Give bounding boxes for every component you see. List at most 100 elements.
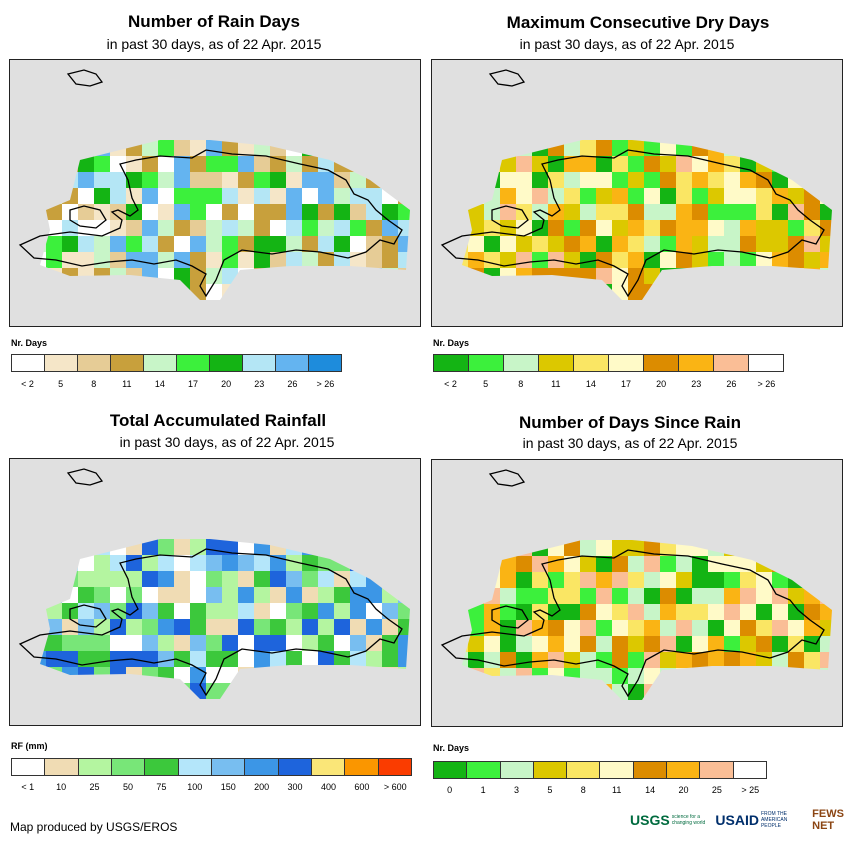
raster-cell xyxy=(78,284,94,300)
raster-cell xyxy=(398,284,410,300)
raster-cell xyxy=(484,188,500,204)
raster-cell xyxy=(382,683,398,699)
legend-swatch xyxy=(469,355,504,371)
raster-cell xyxy=(94,587,110,603)
raster-cell xyxy=(564,188,580,204)
raster-cell xyxy=(660,284,676,300)
raster-cell xyxy=(110,555,126,571)
raster-cell xyxy=(222,539,238,555)
raster-cell xyxy=(78,555,94,571)
raster-cell xyxy=(350,699,366,715)
raster-cell xyxy=(270,651,286,667)
raster-cell xyxy=(398,635,410,651)
raster-cell xyxy=(676,268,692,284)
raster-cell xyxy=(206,188,222,204)
raster-cell xyxy=(820,540,832,556)
raster-cell xyxy=(484,172,500,188)
raster-cell xyxy=(334,587,350,603)
raster-cell xyxy=(628,604,644,620)
raster-cell xyxy=(142,188,158,204)
raster-cell xyxy=(238,539,254,555)
raster-cell xyxy=(110,188,126,204)
raster-cell xyxy=(222,284,238,300)
panel-2-legend-title: Nr. Days xyxy=(433,338,470,348)
raster-cells xyxy=(462,540,843,700)
raster-cell xyxy=(270,539,286,555)
raster-cell xyxy=(206,603,222,619)
raster-cell xyxy=(564,588,580,604)
raster-cell xyxy=(126,300,142,316)
raster-cell xyxy=(318,619,334,635)
raster-cell xyxy=(126,140,142,156)
raster-cells xyxy=(40,140,421,316)
raster-cell xyxy=(40,220,46,236)
raster-cell xyxy=(366,140,382,156)
raster-cell xyxy=(238,140,254,156)
raster-cell xyxy=(708,284,724,300)
raster-cell xyxy=(500,572,516,588)
raster-cell xyxy=(788,204,804,220)
raster-cell xyxy=(484,636,500,652)
raster-cell xyxy=(206,236,222,252)
raster-cell xyxy=(788,540,804,556)
raster-cell xyxy=(334,140,350,156)
raster-cell xyxy=(318,268,334,284)
raster-cell xyxy=(788,572,804,588)
raster-cell xyxy=(206,268,222,284)
raster-cell xyxy=(708,156,724,172)
raster-cell xyxy=(804,636,820,652)
raster-cell xyxy=(40,651,46,667)
raster-cell xyxy=(302,284,318,300)
raster-cell xyxy=(78,236,94,252)
raster-cell xyxy=(270,619,286,635)
raster-cell xyxy=(126,619,142,635)
raster-cell xyxy=(286,140,302,156)
legend-swatch xyxy=(278,759,312,775)
raster-cell xyxy=(820,604,832,620)
raster-cell xyxy=(254,683,270,699)
raster-cell xyxy=(708,236,724,252)
raster-cell xyxy=(628,684,644,700)
raster-cell xyxy=(302,220,318,236)
raster-cell xyxy=(158,603,174,619)
raster-cell xyxy=(628,284,644,300)
raster-cell xyxy=(142,284,158,300)
panel-3-map-svg xyxy=(18,468,421,715)
raster-cell xyxy=(484,252,500,268)
raster-cell xyxy=(270,699,286,715)
raster-cell xyxy=(40,635,46,651)
raster-cell xyxy=(142,635,158,651)
raster-cell xyxy=(62,619,78,635)
raster-cell xyxy=(772,620,788,636)
legend-swatch xyxy=(243,355,276,371)
raster-cell xyxy=(286,172,302,188)
raster-cell xyxy=(206,252,222,268)
raster-cell xyxy=(468,188,484,204)
raster-cell xyxy=(46,236,62,252)
raster-cell xyxy=(468,172,484,188)
raster-cell xyxy=(94,236,110,252)
raster-cell xyxy=(724,188,740,204)
raster-cell xyxy=(94,555,110,571)
raster-cell xyxy=(548,156,564,172)
raster-cell xyxy=(238,699,254,715)
raster-cell xyxy=(206,539,222,555)
raster-cell xyxy=(222,571,238,587)
raster-cell xyxy=(676,540,692,556)
panel-3-subtitle: in past 30 days, as of 22 Apr. 2015 xyxy=(119,434,335,450)
raster-cell xyxy=(414,284,421,300)
raster-cell xyxy=(254,555,270,571)
raster-cell xyxy=(414,252,421,268)
raster-cell xyxy=(94,220,110,236)
raster-cell xyxy=(724,540,740,556)
raster-cell xyxy=(414,651,421,667)
raster-cell xyxy=(708,204,724,220)
raster-cell xyxy=(836,652,843,668)
raster-cell xyxy=(302,539,318,555)
raster-cell xyxy=(644,556,660,572)
raster-cell xyxy=(836,236,843,252)
raster-cell xyxy=(318,252,334,268)
raster-cell xyxy=(142,651,158,667)
raster-cell xyxy=(238,683,254,699)
raster-cell xyxy=(350,683,366,699)
